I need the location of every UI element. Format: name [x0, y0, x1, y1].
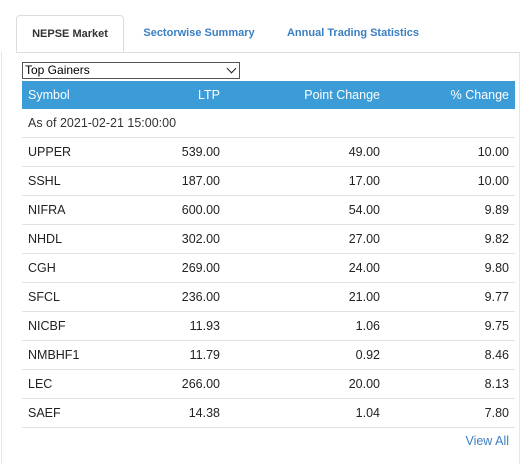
table-row[interactable]: LEC 266.00 20.00 8.13: [22, 369, 515, 399]
cell-symbol[interactable]: NICBF: [22, 311, 118, 341]
table-row[interactable]: SSHL 187.00 17.00 10.00: [22, 166, 515, 196]
table-row[interactable]: NHDL 302.00 27.00 9.82: [22, 224, 515, 254]
cell-point-change: 54.00: [226, 195, 386, 225]
cell-percent-change: 9.77: [386, 282, 515, 312]
cell-symbol[interactable]: SAEF: [22, 398, 118, 428]
header-percent-change[interactable]: % Change: [386, 81, 515, 109]
cell-point-change: 0.92: [226, 340, 386, 370]
cell-symbol[interactable]: CGH: [22, 253, 118, 283]
cell-ltp: 11.79: [118, 340, 226, 370]
cell-point-change: 24.00: [226, 253, 386, 283]
cell-percent-change: 7.80: [386, 398, 515, 428]
table-row[interactable]: CGH 269.00 24.00 9.80: [22, 253, 515, 283]
cell-ltp: 11.93: [118, 311, 226, 341]
cell-ltp: 266.00: [118, 369, 226, 399]
cell-percent-change: 8.13: [386, 369, 515, 399]
as-of-timestamp: As of 2021-02-21 15:00:00: [22, 109, 515, 138]
table-header-row: Symbol LTP Point Change % Change: [22, 81, 515, 109]
cell-symbol[interactable]: SFCL: [22, 282, 118, 312]
cell-ltp: 539.00: [118, 137, 226, 167]
cell-percent-change: 10.00: [386, 137, 515, 167]
cell-point-change: 21.00: [226, 282, 386, 312]
cell-symbol[interactable]: LEC: [22, 369, 118, 399]
cell-symbol[interactable]: UPPER: [22, 137, 118, 167]
table-row[interactable]: NICBF 11.93 1.06 9.75: [22, 311, 515, 341]
header-point-change[interactable]: Point Change: [226, 81, 386, 109]
gainers-select-value: Top Gainers: [25, 63, 90, 77]
cell-symbol[interactable]: SSHL: [22, 166, 118, 196]
as-of-row: As of 2021-02-21 15:00:00: [22, 109, 515, 138]
gainers-table: Symbol LTP Point Change % Change As of 2…: [22, 81, 515, 428]
tab-annual-trading-statistics[interactable]: Annual Trading Statistics: [286, 27, 420, 39]
tab-bar: NEPSE Market Sectorwise Summary Annual T…: [16, 15, 520, 53]
cell-ltp: 14.38: [118, 398, 226, 428]
table-row[interactable]: NMBHF1 11.79 0.92 8.46: [22, 340, 515, 370]
tab-panel: [1, 52, 520, 464]
cell-percent-change: 9.89: [386, 195, 515, 225]
cell-point-change: 1.04: [226, 398, 386, 428]
cell-point-change: 1.06: [226, 311, 386, 341]
cell-percent-change: 10.00: [386, 166, 515, 196]
table-row[interactable]: UPPER 539.00 49.00 10.00: [22, 137, 515, 167]
chevron-down-icon: [226, 63, 237, 74]
cell-symbol[interactable]: NHDL: [22, 224, 118, 254]
header-symbol[interactable]: Symbol: [22, 81, 118, 109]
table-row[interactable]: NIFRA 600.00 54.00 9.89: [22, 195, 515, 225]
cell-percent-change: 8.46: [386, 340, 515, 370]
tab-sectorwise-summary[interactable]: Sectorwise Summary: [143, 27, 255, 39]
cell-point-change: 27.00: [226, 224, 386, 254]
cell-ltp: 236.00: [118, 282, 226, 312]
cell-point-change: 17.00: [226, 166, 386, 196]
cell-ltp: 187.00: [118, 166, 226, 196]
cell-ltp: 302.00: [118, 224, 226, 254]
tab-nepse-market[interactable]: NEPSE Market: [16, 15, 124, 52]
cell-percent-change: 9.75: [386, 311, 515, 341]
cell-symbol[interactable]: NIFRA: [22, 195, 118, 225]
table-row[interactable]: SAEF 14.38 1.04 7.80: [22, 398, 515, 428]
table-row[interactable]: SFCL 236.00 21.00 9.77: [22, 282, 515, 312]
view-all-link[interactable]: View All: [465, 434, 509, 448]
header-ltp[interactable]: LTP: [118, 81, 226, 109]
cell-point-change: 49.00: [226, 137, 386, 167]
cell-point-change: 20.00: [226, 369, 386, 399]
gainers-select[interactable]: Top Gainers: [22, 62, 240, 79]
cell-ltp: 269.00: [118, 253, 226, 283]
cell-ltp: 600.00: [118, 195, 226, 225]
cell-symbol[interactable]: NMBHF1: [22, 340, 118, 370]
cell-percent-change: 9.82: [386, 224, 515, 254]
cell-percent-change: 9.80: [386, 253, 515, 283]
